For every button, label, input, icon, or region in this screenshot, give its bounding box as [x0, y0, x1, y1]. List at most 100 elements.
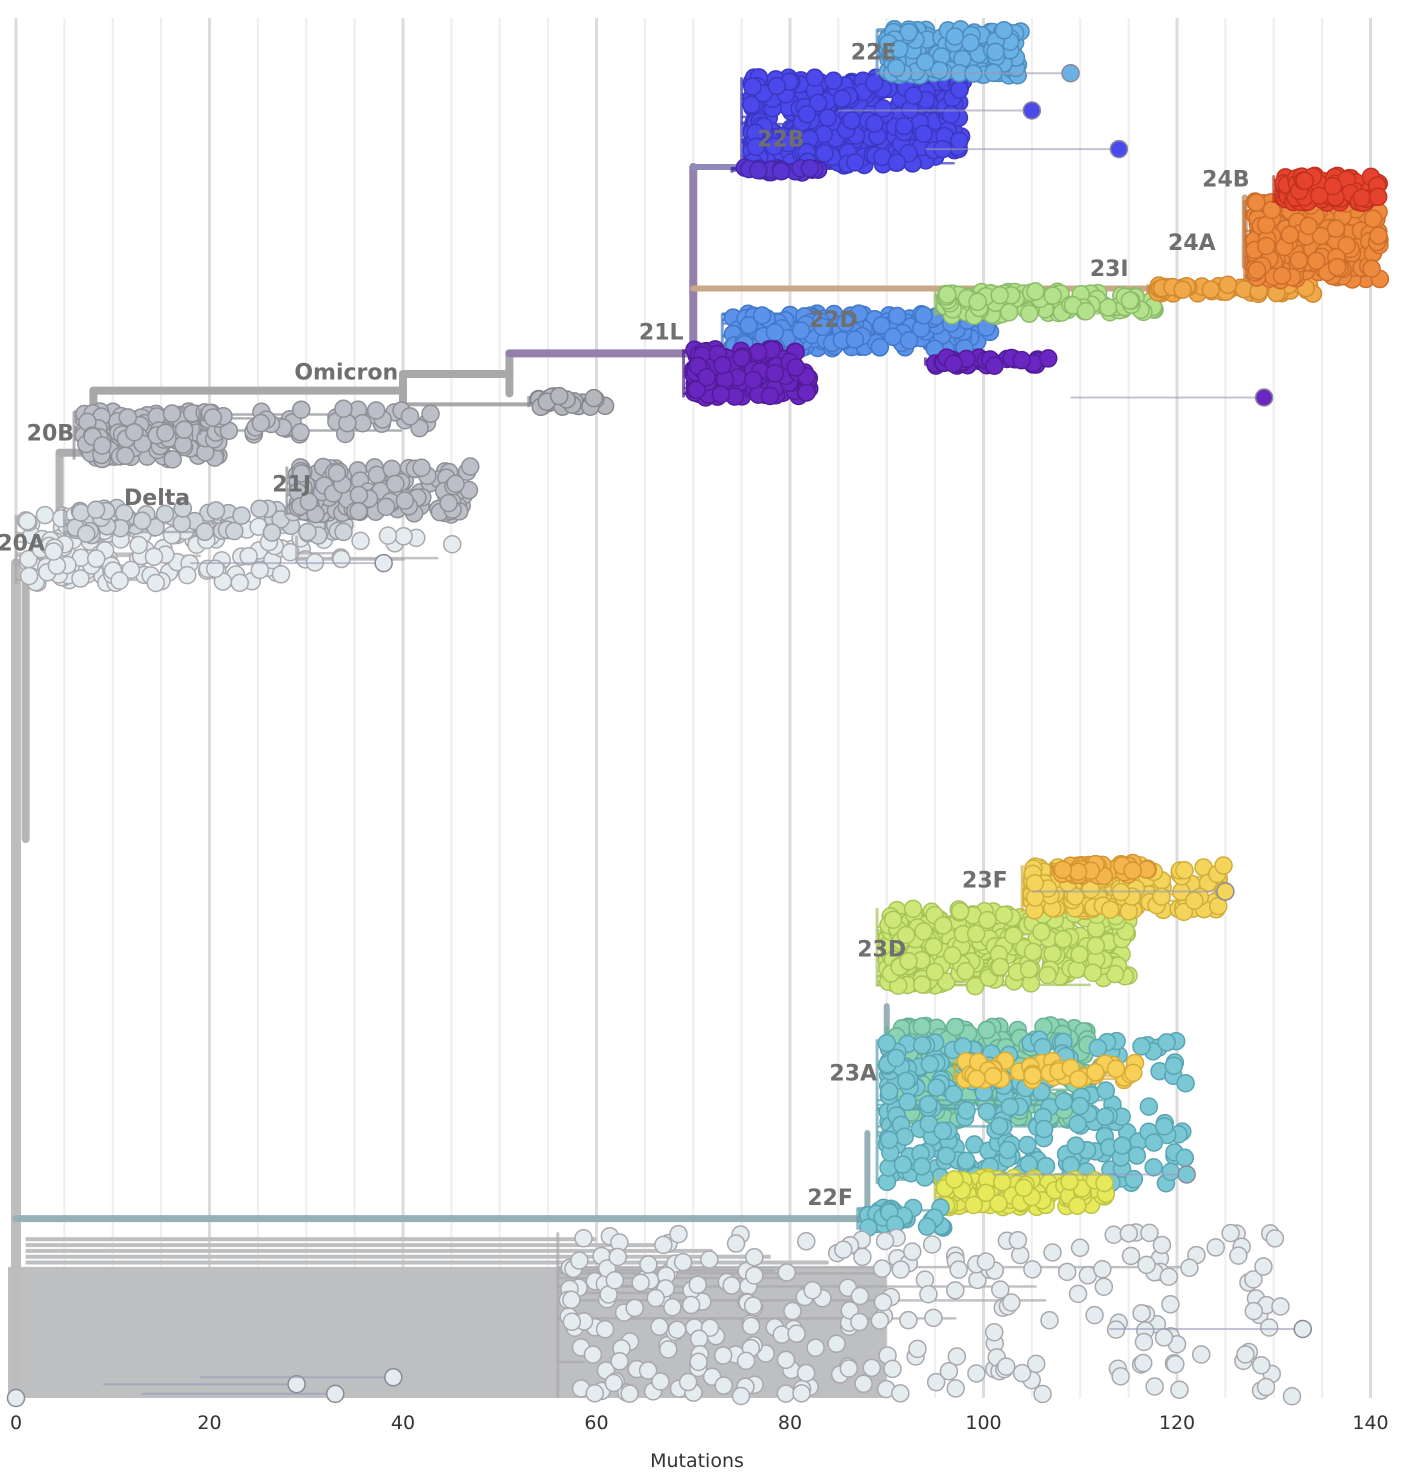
tip-point	[990, 1116, 1009, 1136]
tip-point	[999, 302, 1019, 322]
tip-point	[195, 522, 215, 542]
tip-point	[1043, 1243, 1062, 1262]
tip-point	[110, 571, 129, 590]
tip-point	[44, 542, 63, 561]
clade-cluster-22B-base	[730, 158, 828, 182]
tip-point	[1012, 350, 1031, 370]
tip-point	[903, 1242, 922, 1261]
tip-point	[1173, 280, 1192, 299]
tip-point	[949, 1260, 968, 1279]
tip-point	[1155, 1117, 1174, 1136]
tip-point	[251, 413, 271, 433]
clade-label-21j: 21J	[272, 472, 311, 497]
tip-point	[1068, 1114, 1087, 1134]
tip-point	[1124, 1169, 1144, 1189]
tip-point	[1282, 1387, 1302, 1406]
tip-point	[919, 1285, 938, 1304]
tip-point	[1095, 1173, 1114, 1193]
tip-point	[1095, 1107, 1115, 1127]
tip-point	[950, 902, 970, 921]
tip-point	[174, 420, 194, 439]
tip-point	[908, 1339, 927, 1359]
tip-point	[745, 1247, 764, 1267]
tip-point	[1257, 236, 1276, 256]
tip-point	[726, 1234, 746, 1253]
tip-point	[776, 1384, 796, 1403]
tip-point	[797, 383, 816, 402]
tip-point	[1295, 171, 1314, 190]
outlier-tip-point	[384, 1368, 403, 1387]
tip-point	[976, 1183, 996, 1203]
tip-point	[125, 422, 144, 442]
tip-point	[639, 1255, 658, 1274]
tip-point	[349, 502, 368, 521]
tip-point	[1124, 1063, 1143, 1083]
tip-point	[1020, 304, 1039, 323]
tip-point	[1043, 944, 1062, 964]
tip-point	[1067, 960, 1087, 979]
outlier-tip-point	[326, 1384, 345, 1404]
tip-point	[650, 1317, 669, 1337]
tip-point	[116, 446, 135, 465]
clade-cluster-22E	[875, 19, 1030, 85]
tip-point	[654, 1235, 673, 1255]
tip-point	[977, 1102, 997, 1121]
tip-point	[1086, 936, 1106, 955]
tip-point	[865, 114, 884, 133]
tip-point	[792, 1384, 811, 1403]
tip-point	[205, 559, 225, 578]
tip-point	[562, 1290, 581, 1310]
tip-point	[977, 1020, 997, 1040]
tip-point	[146, 573, 166, 593]
outlier-tip-point	[1254, 388, 1274, 407]
tip-point	[966, 924, 986, 944]
tip-point	[967, 1364, 986, 1383]
clade-label-23d: 23D	[857, 937, 906, 962]
tip-point	[791, 321, 811, 340]
tip-point	[1111, 1367, 1130, 1386]
tip-point	[376, 497, 396, 517]
x-axis: 0 20 40 60 80 100 120 140	[10, 1412, 1389, 1434]
clade-label-omicron: Omicron	[294, 361, 398, 386]
tip-point	[71, 503, 91, 522]
tip-point	[887, 153, 907, 172]
tip-point	[162, 404, 182, 423]
tip-point	[92, 436, 112, 455]
tip-point	[904, 86, 923, 105]
tip-point	[1121, 1246, 1141, 1266]
tip-point	[818, 108, 837, 127]
tip-point	[912, 1017, 932, 1036]
tip-point	[998, 1140, 1018, 1160]
tip-point	[583, 1345, 603, 1364]
tip-point	[1008, 1230, 1028, 1250]
tip-point	[986, 42, 1005, 62]
tip-point	[939, 1361, 959, 1381]
tip-point	[604, 1373, 624, 1393]
tip-point	[163, 450, 182, 469]
tip-point	[1256, 1377, 1276, 1397]
tip-point	[262, 523, 282, 542]
tip-point	[912, 1157, 932, 1176]
tip-point	[1175, 1148, 1195, 1168]
tip-point	[250, 499, 269, 519]
tip-point	[1161, 1162, 1181, 1181]
tip-point	[897, 1071, 916, 1091]
tip-point	[877, 1033, 897, 1053]
tip-point	[752, 306, 772, 325]
tip-point	[121, 560, 141, 580]
tip-point	[1164, 1056, 1184, 1075]
tip-point	[938, 285, 957, 304]
tip-point	[232, 506, 251, 525]
x-tick-label: 100	[965, 1412, 1001, 1434]
tip-point	[1140, 1223, 1159, 1243]
tip-point	[839, 1359, 859, 1378]
tip-point	[714, 1376, 733, 1395]
tip-point	[446, 474, 465, 493]
tip-point	[1368, 187, 1388, 207]
tip-point	[894, 116, 914, 136]
tip-point	[956, 962, 975, 981]
tip-point	[1289, 251, 1309, 270]
tip-point	[663, 1298, 682, 1317]
tip-point	[549, 386, 569, 406]
tip-point	[291, 422, 310, 442]
